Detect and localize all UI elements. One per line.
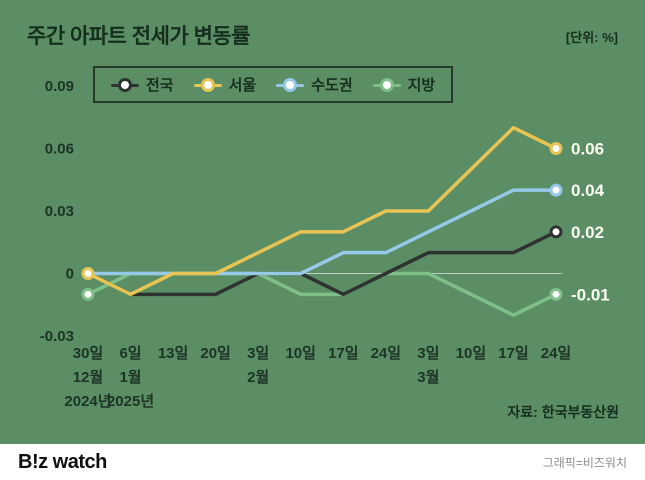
x-tick-day-label: 20일 bbox=[200, 345, 231, 362]
bizwatch-logo: B!z watch bbox=[18, 450, 107, 473]
x-tick-day-label: 17일 bbox=[328, 345, 359, 362]
graphic-credit: 그래픽=비즈워치 bbox=[542, 455, 627, 470]
series-line-전국 bbox=[86, 230, 558, 297]
x-tick-year-label: 2025년 bbox=[107, 393, 154, 410]
legend-marker-icon bbox=[111, 77, 139, 92]
series-line-서울 bbox=[86, 125, 558, 297]
line-chart-canvas: 0.09 0.06 0.03 0 -0.03 -0.01 0.02 0.04 0.06 30일 6일… bbox=[40, 78, 610, 410]
chart-title: 주간 아파트 전세가 변동률 bbox=[27, 25, 251, 48]
series-end-value-서울: 0.06 bbox=[571, 140, 604, 159]
series-point-marker-수도권 bbox=[549, 183, 563, 197]
footer-bar: B!z watch 그래픽=비즈워치 bbox=[0, 444, 645, 480]
y-tick-label: 0.06 bbox=[45, 141, 74, 158]
x-tick-month-label: 2월 bbox=[247, 369, 269, 386]
x-tick-day-label: 24일 bbox=[541, 345, 572, 362]
series-end-value-전국: 0.02 bbox=[571, 223, 604, 242]
legend-item-서울: 서울 bbox=[193, 74, 257, 95]
x-tick-month-label: 12월 bbox=[73, 369, 104, 386]
series-point-marker-지방 bbox=[549, 287, 563, 301]
series-end-value-지방: -0.01 bbox=[571, 285, 610, 304]
x-tick-day-label: 3일 bbox=[247, 345, 269, 362]
series-point-marker-전국 bbox=[549, 225, 563, 239]
x-tick-day-label: 3일 bbox=[417, 345, 439, 362]
legend-marker-icon bbox=[276, 77, 305, 92]
legend-item-수도권: 수도권 bbox=[276, 74, 353, 95]
y-tick-label: 0.03 bbox=[45, 203, 74, 220]
x-tick-month-label: 1월 bbox=[119, 369, 141, 386]
y-tick-label: -0.03 bbox=[40, 328, 74, 345]
legend-label: 수도권 bbox=[311, 77, 353, 94]
legend-item-지방: 지방 bbox=[372, 74, 436, 95]
source-credit: 자료: 한국부동산원 bbox=[507, 404, 619, 420]
x-tick-day-label: 30일 bbox=[73, 345, 104, 362]
y-tick-label: 0 bbox=[66, 266, 74, 283]
x-tick-day-label: 10일 bbox=[285, 345, 316, 362]
legend-label: 전국 bbox=[146, 77, 174, 94]
legend-label: 서울 bbox=[228, 77, 257, 94]
series-point-marker-서울 bbox=[549, 142, 563, 155]
legend: 전국 서울 수도권 지방 bbox=[93, 66, 454, 103]
x-tick-day-label: 6일 bbox=[119, 345, 141, 362]
legend-label: 지방 bbox=[407, 77, 436, 94]
unit-label: [단위: %] bbox=[565, 30, 618, 45]
legend-item-전국: 전국 bbox=[111, 74, 174, 95]
series-point-marker-서울 bbox=[81, 267, 95, 280]
x-tick-day-label: 13일 bbox=[158, 345, 189, 362]
x-tick-day-label: 24일 bbox=[371, 345, 402, 362]
x-tick-day-label: 10일 bbox=[456, 345, 487, 362]
series-point-marker-지방 bbox=[81, 287, 95, 301]
x-tick-day-label: 17일 bbox=[498, 345, 529, 362]
legend-marker-icon bbox=[372, 77, 401, 92]
x-tick-month-label: 3월 bbox=[417, 369, 439, 386]
series-line-수도권 bbox=[86, 188, 558, 276]
series-end-value-수도권: 0.04 bbox=[571, 181, 605, 200]
y-tick-label: 0.09 bbox=[45, 78, 74, 95]
x-tick-year-label: 2024년 bbox=[64, 393, 111, 410]
legend-marker-icon bbox=[193, 77, 222, 92]
